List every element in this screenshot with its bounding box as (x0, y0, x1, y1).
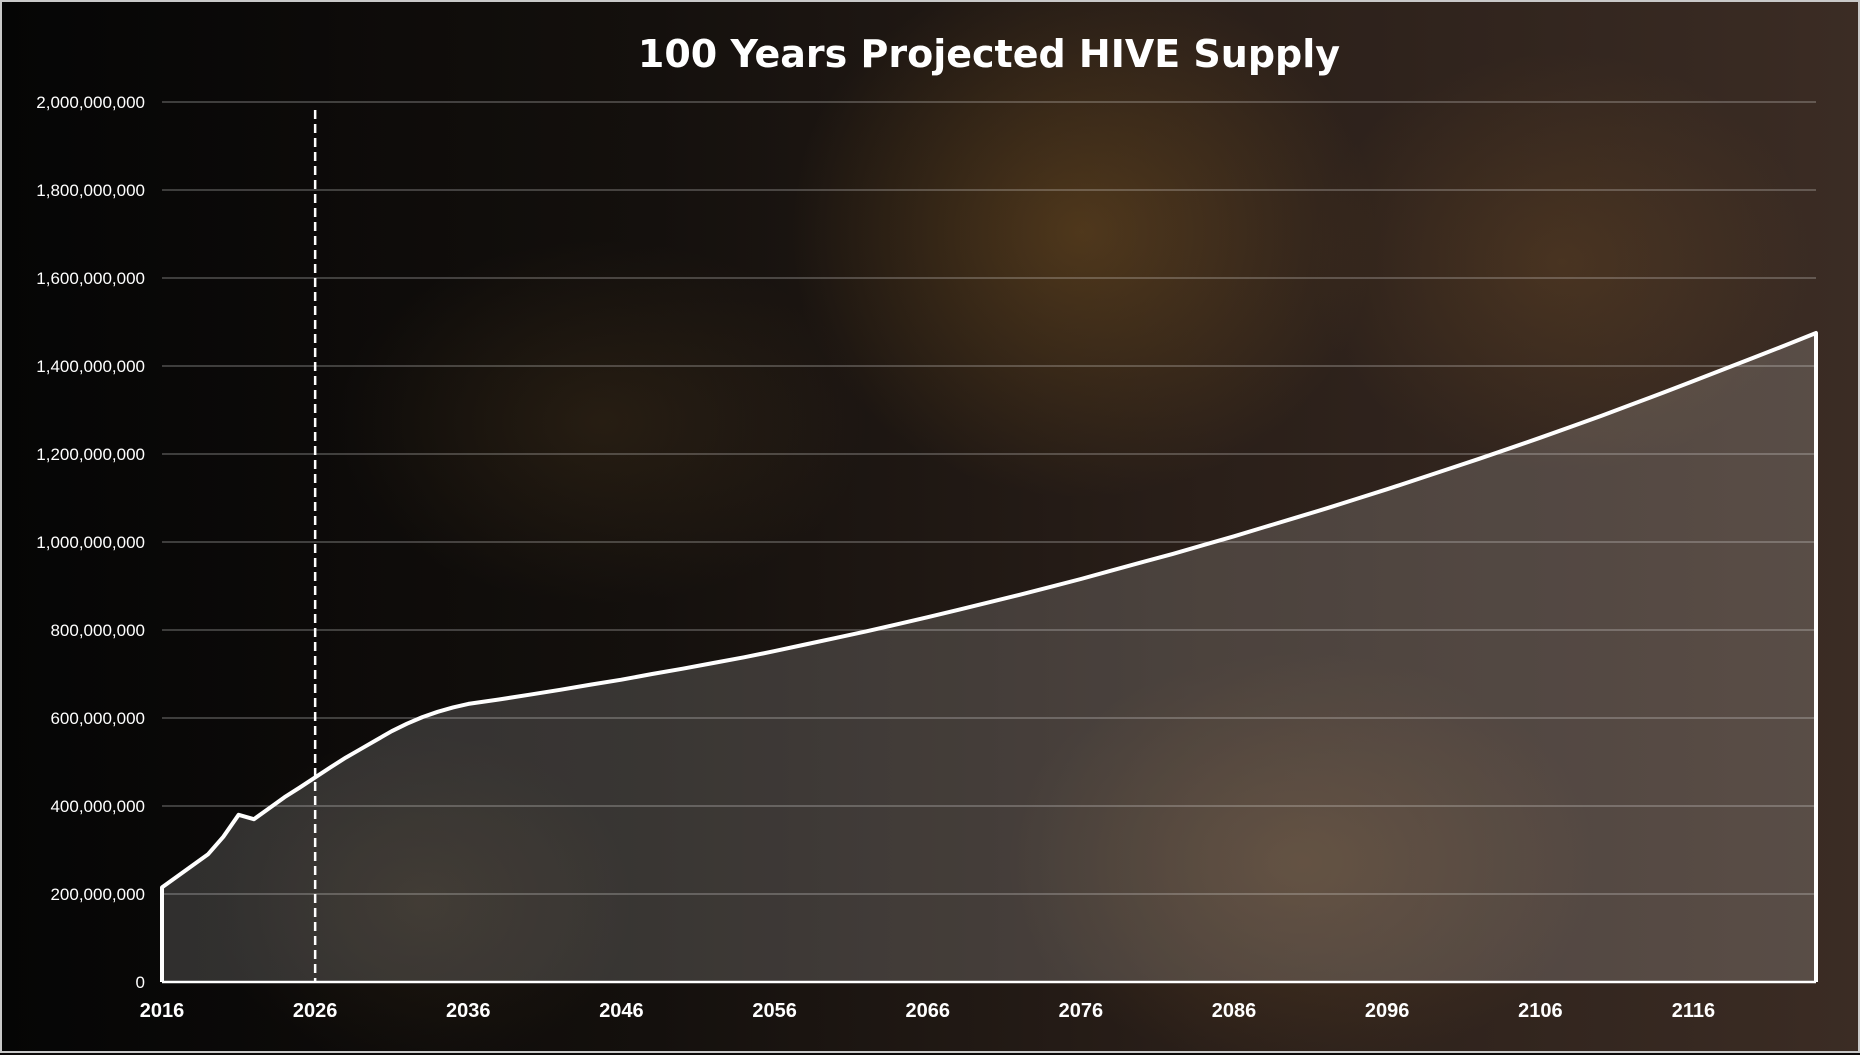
x-tick-label: 2086 (1212, 1000, 1257, 1022)
y-tick-label: 800,000,000 (50, 621, 145, 640)
supply-area-fill (162, 333, 1816, 982)
y-tick-label: 1,200,000,000 (36, 445, 145, 464)
x-tick-label: 2106 (1518, 1000, 1563, 1022)
y-tick-label: 400,000,000 (50, 797, 145, 816)
y-tick-label: 2,000,000,000 (36, 93, 145, 112)
y-tick-label: 0 (136, 973, 145, 992)
chart-title: 100 Years Projected HIVE Supply (638, 32, 1340, 76)
y-tick-label: 1,800,000,000 (36, 181, 145, 200)
x-tick-label: 2016 (140, 1000, 185, 1022)
x-tick-label: 2076 (1059, 1000, 1104, 1022)
y-tick-label: 1,000,000,000 (36, 533, 145, 552)
x-tick-label: 2066 (905, 1000, 950, 1022)
area-layer (162, 333, 1816, 982)
x-tick-label: 2026 (293, 1000, 338, 1022)
x-tick-label: 2036 (446, 1000, 491, 1022)
y-tick-label: 600,000,000 (50, 709, 145, 728)
y-tick-label: 1,600,000,000 (36, 269, 145, 288)
y-tick-labels: 0 200,000,000 400,000,000 600,000,000 800,00… (36, 93, 145, 992)
x-tick-labels: 2016 2026 2036 2046 2056 2066 2076 2086 2096 2106… (140, 1000, 1715, 1022)
x-tick-label: 2096 (1365, 1000, 1410, 1022)
y-tick-label: 200,000,000 (50, 885, 145, 904)
x-tick-label: 2046 (599, 1000, 644, 1022)
x-tick-label: 2056 (752, 1000, 797, 1022)
y-tick-label: 1,400,000,000 (36, 357, 145, 376)
x-tick-label: 2116 (1672, 1000, 1715, 1022)
